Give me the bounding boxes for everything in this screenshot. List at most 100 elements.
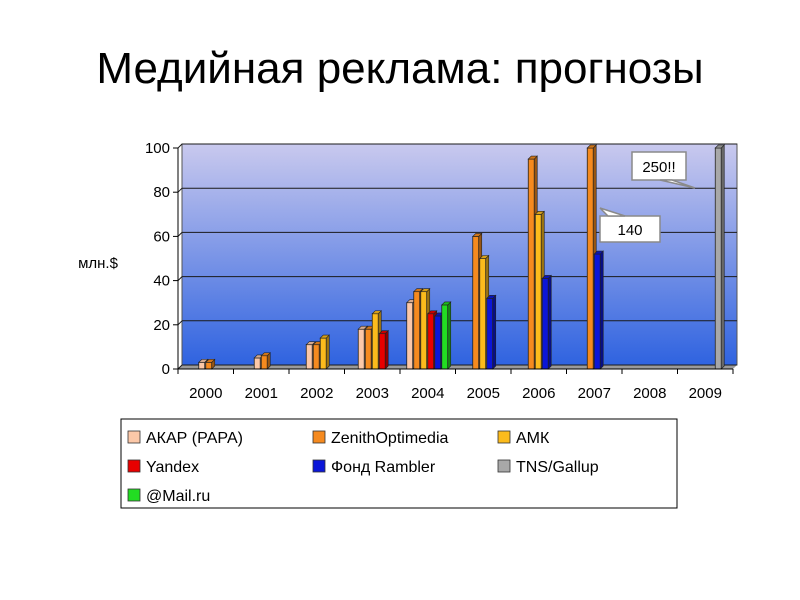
bar-top bbox=[714, 144, 725, 149]
legend-box bbox=[120, 418, 678, 509]
bar-2003-3 bbox=[378, 329, 389, 370]
bar-top bbox=[371, 310, 382, 315]
legend-label: TNS/Gallup bbox=[516, 459, 599, 476]
bar-side bbox=[325, 334, 330, 370]
legend-label: АМК bbox=[516, 430, 550, 447]
legend-label: АКАР (РАРА) bbox=[146, 430, 243, 447]
bar-face bbox=[406, 302, 414, 370]
callout-140: 140 bbox=[599, 207, 661, 243]
bar-face bbox=[312, 344, 320, 370]
bar-2002-2 bbox=[319, 334, 330, 370]
callout-text: 250!! bbox=[642, 159, 675, 176]
legend-label: ZenithOptimedia bbox=[331, 430, 448, 447]
bar-side bbox=[492, 294, 497, 370]
x-tick-label: 2002 bbox=[300, 385, 333, 402]
legend-swatch bbox=[312, 430, 326, 444]
bar-face bbox=[441, 304, 449, 370]
bar-face bbox=[420, 291, 428, 370]
y-tick-label: 60 bbox=[153, 228, 170, 245]
bar-face bbox=[378, 333, 386, 370]
bar-face bbox=[486, 297, 494, 370]
plot-area bbox=[181, 143, 738, 366]
bar-face bbox=[427, 313, 435, 370]
bar-2005-4 bbox=[486, 294, 497, 370]
bar-face bbox=[364, 328, 372, 370]
legend-swatch bbox=[312, 459, 326, 473]
bar-face bbox=[319, 337, 327, 370]
bar-side bbox=[720, 144, 725, 370]
legend-label: Yandex bbox=[146, 459, 199, 476]
slide-title: Медийная реклама: прогнозы bbox=[96, 44, 704, 93]
bar-top bbox=[593, 250, 604, 255]
gridline-depth bbox=[177, 232, 183, 237]
callout-mask bbox=[633, 153, 685, 179]
callout-tail bbox=[599, 207, 626, 217]
gridline-depth bbox=[177, 364, 183, 370]
bar-face bbox=[534, 213, 542, 370]
y-tick-label: 0 bbox=[162, 361, 170, 378]
x-tick-label: 2005 bbox=[467, 385, 500, 402]
bar-face bbox=[205, 361, 213, 370]
bar-face bbox=[527, 158, 535, 370]
bar-2006-4 bbox=[541, 274, 552, 370]
bar-face bbox=[198, 361, 206, 370]
bar-side bbox=[384, 329, 389, 370]
x-tick-label: 2003 bbox=[356, 385, 389, 402]
x-tick-label: 2001 bbox=[245, 385, 278, 402]
bar-face bbox=[593, 253, 601, 370]
bar-top bbox=[198, 359, 209, 363]
bar-top bbox=[378, 330, 389, 334]
bar-face bbox=[253, 357, 261, 370]
bar-face bbox=[479, 258, 487, 370]
y-tick-label: 100 bbox=[145, 140, 170, 157]
bar-face bbox=[586, 147, 594, 370]
callout-text: 140 bbox=[617, 222, 642, 239]
bar-side bbox=[547, 274, 552, 370]
bar-top bbox=[357, 325, 368, 330]
bar-top bbox=[586, 144, 597, 149]
bar-top bbox=[205, 359, 216, 363]
legend-swatch bbox=[497, 459, 511, 473]
x-tick-label: 2009 bbox=[689, 385, 722, 402]
bar-top bbox=[319, 334, 330, 339]
bar-face bbox=[357, 328, 365, 370]
callout-250!!: 250!! bbox=[631, 151, 696, 189]
legend-label: Фонд Rambler bbox=[331, 459, 436, 476]
bar-face bbox=[541, 277, 549, 370]
bar-face bbox=[305, 344, 313, 370]
legend-swatch bbox=[497, 430, 511, 444]
bar-side bbox=[599, 250, 604, 370]
legend-swatch bbox=[127, 459, 141, 473]
bar-top bbox=[534, 211, 545, 215]
bar-face bbox=[714, 147, 722, 370]
bar-2007-4 bbox=[593, 250, 604, 370]
gridline-depth bbox=[177, 143, 183, 149]
bar-top bbox=[427, 310, 438, 315]
y-axis-label: млн.$ bbox=[78, 255, 119, 272]
legend-label: @Mail.ru bbox=[146, 488, 210, 505]
bar-top bbox=[420, 288, 431, 292]
gridline-depth bbox=[177, 276, 183, 281]
bar-top bbox=[305, 341, 316, 345]
callout-mask bbox=[601, 217, 659, 241]
bar-top bbox=[413, 288, 424, 292]
gridline-depth bbox=[177, 187, 183, 193]
bar-top bbox=[541, 275, 552, 279]
bar-top bbox=[486, 294, 497, 299]
bar-2009-5 bbox=[714, 144, 725, 370]
bar-top bbox=[527, 155, 538, 160]
bar-face bbox=[472, 235, 480, 370]
bar-2004-6 bbox=[441, 301, 452, 370]
y-tick-label: 40 bbox=[153, 273, 170, 290]
bar-face bbox=[371, 313, 379, 370]
legend-swatch bbox=[127, 430, 141, 444]
bar-face bbox=[260, 355, 268, 370]
x-tick-label: 2000 bbox=[189, 385, 222, 402]
bar-top bbox=[260, 352, 271, 357]
y-tick-label: 20 bbox=[153, 317, 170, 334]
legend-swatch bbox=[127, 488, 141, 502]
callout-tail bbox=[659, 179, 696, 189]
bar-top bbox=[441, 301, 452, 306]
y-tick-label: 80 bbox=[153, 184, 170, 201]
